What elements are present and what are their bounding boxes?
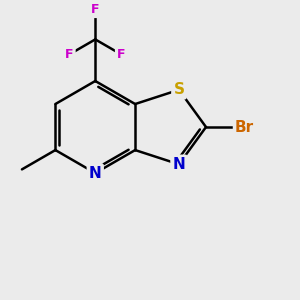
Text: F: F (65, 48, 74, 61)
Text: N: N (172, 157, 185, 172)
Text: F: F (91, 3, 100, 16)
Text: S: S (173, 82, 184, 97)
Text: F: F (117, 48, 125, 61)
Text: Br: Br (235, 120, 254, 135)
Text: N: N (89, 166, 102, 181)
